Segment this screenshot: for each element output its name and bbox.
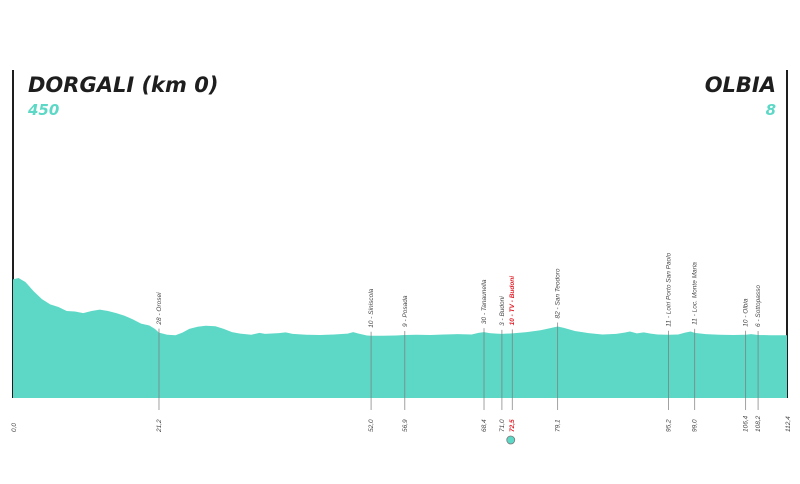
x-tick-label: 106,4 xyxy=(743,415,750,432)
x-tick-label: 99,0 xyxy=(692,419,699,432)
start-altitude: 450 xyxy=(27,101,59,119)
waypoint-label: 3 - Budoni xyxy=(499,296,506,326)
waypoint-label: 6 - Sottopasso xyxy=(755,285,762,327)
x-tick-label: 112,4 xyxy=(785,416,792,432)
x-tick-label: 79,1 xyxy=(555,419,562,432)
x-tick-label: 56,9 xyxy=(402,419,409,432)
waypoint-label: 10 - Olbia xyxy=(743,298,750,327)
waypoint-labels: 28 - Orosei 10 - Siniscola 9 - Posada 30 - … xyxy=(156,252,762,327)
elevation-profile-area xyxy=(13,278,787,398)
x-tick-label: 21,2 xyxy=(156,419,163,433)
waypoint-label: 11 - Loc. Monte Maria xyxy=(692,262,699,325)
waypoint-label: 10 - Siniscola xyxy=(368,288,375,327)
x-tick-label: 72,5 xyxy=(509,419,516,432)
x-tick-label: 68,4 xyxy=(481,419,488,432)
x-tick-label: 108,2 xyxy=(755,415,762,432)
waypoint-label: 28 - Orosei xyxy=(156,292,163,326)
intermediate-sprint-marker xyxy=(506,435,516,445)
waypoint-label: 30 - Tanaunella xyxy=(481,279,488,324)
waypoint-label: 10 - TV - Budoni xyxy=(509,276,516,326)
x-axis-ticks: 0,0 21,2 52,0 56,9 68,4 71,0 72,5 79,1 95,2 99,0 1… xyxy=(11,415,792,433)
start-town-name: DORGALI (km 0) xyxy=(28,73,218,97)
x-tick-label: 52,0 xyxy=(368,419,375,432)
waypoint-label: 11 - Loiri Porto San Paolo xyxy=(666,252,673,326)
waypoint-label: 9 - Posada xyxy=(402,295,409,327)
waypoint-label: 82 - San Teodoro xyxy=(555,268,562,318)
finish-altitude: 8 xyxy=(766,101,776,119)
sprint-marker-icon xyxy=(506,435,516,445)
x-tick-label: 71,0 xyxy=(499,419,506,432)
waypoint-lines xyxy=(158,322,759,410)
x-tick-label: 95,2 xyxy=(666,419,673,432)
finish-town-name: OLBIA xyxy=(705,73,776,97)
x-tick-label: 0,0 xyxy=(11,423,18,432)
